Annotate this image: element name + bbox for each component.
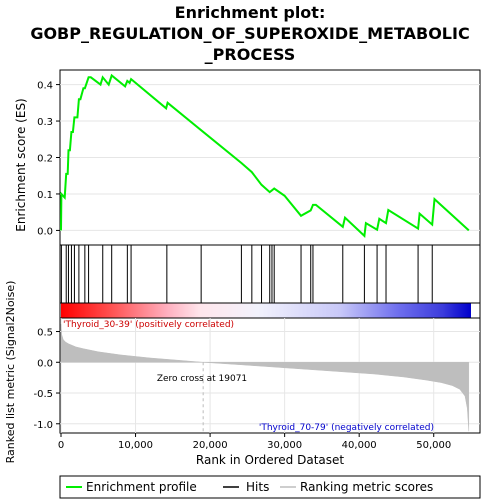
metric-x-tick-label: 0 xyxy=(58,440,64,451)
es-y-ticks: 0.0 0.1 0.2 0.3 0.4 xyxy=(37,81,60,237)
rank-heatmap-panel xyxy=(59,302,481,319)
legend-box xyxy=(59,475,481,499)
hits-lines xyxy=(60,245,433,303)
legend-ranking-metric-label: Ranking metric scores xyxy=(300,480,433,494)
metric-x-axis-label: Rank in Ordered Dataset xyxy=(196,453,344,467)
metric-x-tick-label: 20,000 xyxy=(193,440,228,451)
metric-y-tick-label: -1.0 xyxy=(33,420,53,431)
chart-title-line-2: GOBP_REGULATION_OF_SUPEROXIDE_METABOLIC xyxy=(30,24,469,43)
negative-correlation-label: 'Thyroid_70-79' (negatively correlated) xyxy=(259,423,434,433)
chart-title-line-1: Enrichment plot: xyxy=(175,3,326,22)
ranking-metric-area xyxy=(60,324,470,432)
metric-x-tick-label: 10,000 xyxy=(118,440,153,451)
hits-panel xyxy=(59,244,481,304)
legend-hits-label: Hits xyxy=(246,480,269,494)
positive-correlation-label: 'Thyroid_30-39' (positively correlated) xyxy=(63,320,234,330)
zero-cross-label: Zero cross at 19071 xyxy=(157,374,247,384)
metric-x-tick-label: 50,000 xyxy=(416,440,451,451)
legend: Enrichment profile Hits Ranking metric s… xyxy=(59,475,481,499)
es-y-tick-label: 0.1 xyxy=(37,190,53,201)
metric-panel: Zero cross at 19071 'Thyroid_30-39' (pos… xyxy=(4,281,481,467)
metric-y-tick-label: -0.5 xyxy=(33,389,53,400)
metric-y-tick-label: 0.5 xyxy=(37,328,53,339)
es-y-tick-label: 0.3 xyxy=(37,117,53,128)
metric-y-ticks: -1.0 -0.5 0.0 0.5 xyxy=(33,328,60,431)
es-panel: 0.0 0.1 0.2 0.3 0.4 Enrichment score (ES) xyxy=(14,69,481,246)
metric-y-axis-label: Ranked list metric (Signal2Noise) xyxy=(4,281,17,464)
metric-x-ticks: 0 10,000 20,000 30,000 40,000 50,000 xyxy=(58,433,451,451)
chart-title-line-3: _PROCESS xyxy=(205,45,296,64)
metric-x-tick-label: 30,000 xyxy=(267,440,302,451)
es-y-tick-label: 0.4 xyxy=(37,81,53,92)
es-y-tick-label: 0.2 xyxy=(37,154,53,165)
metric-x-tick-label: 40,000 xyxy=(342,440,377,451)
es-y-tick-label: 0.0 xyxy=(37,226,53,237)
rank-heatmap-bar xyxy=(61,303,471,318)
enrichment-profile-line xyxy=(60,73,470,238)
es-grid xyxy=(60,84,480,231)
es-y-axis-label: Enrichment score (ES) xyxy=(14,98,28,231)
metric-y-tick-label: 0.0 xyxy=(37,358,53,369)
legend-enrichment-profile-label: Enrichment profile xyxy=(86,480,197,494)
